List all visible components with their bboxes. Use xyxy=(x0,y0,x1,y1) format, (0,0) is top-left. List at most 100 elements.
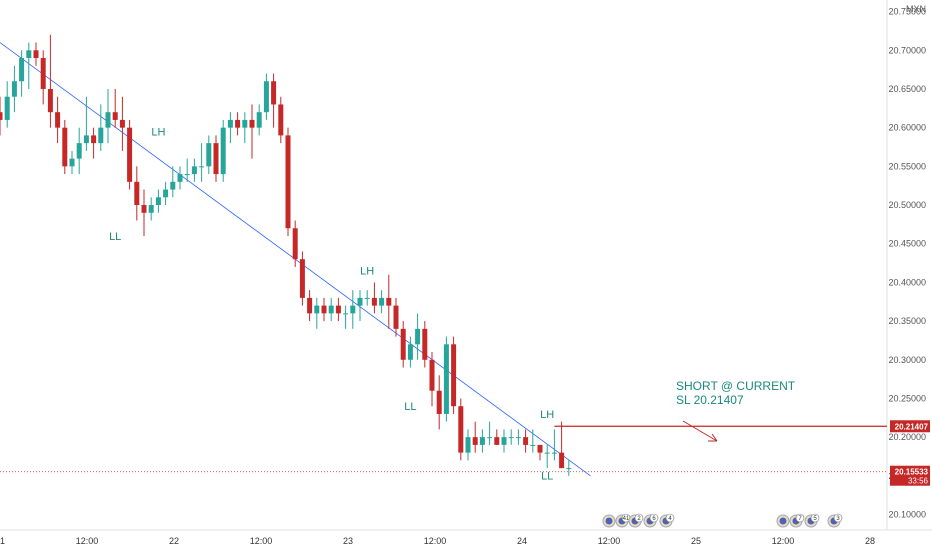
candle-body xyxy=(19,58,25,82)
candle-body xyxy=(451,344,457,407)
candle-body xyxy=(69,158,75,167)
candle-body xyxy=(487,437,493,439)
trade-note-line: SHORT @ CURRENT xyxy=(676,379,796,393)
event-count-text: 7 xyxy=(798,516,802,522)
candle-body xyxy=(523,437,529,445)
current-price-label xyxy=(890,465,930,486)
y-tick-label: 20.75000 xyxy=(888,7,926,17)
stop-price-text: 20.21407 xyxy=(895,422,929,431)
candle-body xyxy=(559,452,565,469)
candle-body xyxy=(551,452,557,454)
candle-body xyxy=(544,452,550,454)
candle-body xyxy=(364,297,370,299)
x-tick-label: 25 xyxy=(691,536,701,546)
event-count-text: 3 xyxy=(836,516,840,522)
candle-body xyxy=(235,119,241,128)
candle-body xyxy=(134,181,140,206)
candle-body xyxy=(415,328,421,345)
candle-body xyxy=(55,112,61,128)
event-count-text: 6 xyxy=(652,516,656,522)
current-price-text: 20.15533 xyxy=(895,468,929,477)
candle-body xyxy=(163,189,169,198)
candle-body xyxy=(170,181,176,190)
event-count-text: 5 xyxy=(813,516,817,522)
x-tick-label: 12:00 xyxy=(424,536,447,546)
candle-body xyxy=(278,104,284,136)
x-tick-label: 21 xyxy=(0,536,5,546)
candle-body xyxy=(155,197,161,206)
candle-body xyxy=(98,127,104,144)
event-count-badge xyxy=(795,513,805,523)
candle-body xyxy=(0,112,3,120)
event-count-badge xyxy=(665,513,675,523)
trade-note-line: SL 20.21407 xyxy=(676,393,744,407)
x-tick-label: 23 xyxy=(343,536,353,546)
candle-body xyxy=(191,166,197,175)
x-tick-label: 12:00 xyxy=(772,536,795,546)
candle-body xyxy=(62,127,68,167)
candle-body xyxy=(299,259,305,298)
y-tick-label: 20.60000 xyxy=(888,123,926,133)
candle-body xyxy=(530,444,536,446)
candle-body xyxy=(501,437,507,445)
event-count-badge xyxy=(833,513,843,523)
candle-body xyxy=(343,313,349,315)
candle-body xyxy=(508,437,514,439)
candle-body xyxy=(566,468,572,470)
candle-body xyxy=(465,437,471,453)
swing-label: LH xyxy=(151,126,165,138)
candle-body xyxy=(350,305,356,314)
candle-body xyxy=(199,166,205,168)
candle-body xyxy=(386,297,392,306)
swing-label: LH xyxy=(360,266,374,278)
candle-body xyxy=(220,127,226,175)
event-count-badge xyxy=(649,513,659,523)
candle-body xyxy=(263,81,269,113)
candle-body xyxy=(11,81,17,97)
candle-body xyxy=(537,444,543,453)
swing-label: LL xyxy=(404,401,416,413)
candle-body xyxy=(357,297,363,306)
event-count-badge xyxy=(810,513,820,523)
candle-body xyxy=(76,143,82,159)
candle-body xyxy=(4,96,10,120)
candle-body xyxy=(379,297,385,306)
candle-body xyxy=(112,112,118,120)
flag-icon xyxy=(779,517,787,525)
candle-body xyxy=(206,143,212,167)
y-tick-label: 20.35000 xyxy=(888,316,926,326)
swing-label: LL xyxy=(109,231,121,243)
x-tick-label: 22 xyxy=(169,536,179,546)
y-tick-label: 20.20000 xyxy=(888,432,926,442)
swing-label: LH xyxy=(540,409,554,421)
candle-body xyxy=(83,135,89,144)
event-count-text: 2 xyxy=(637,516,641,522)
candle-body xyxy=(256,112,262,128)
candle-body xyxy=(371,297,377,306)
candle-body xyxy=(314,305,320,314)
flag-icon xyxy=(605,517,613,525)
candle-body xyxy=(141,205,147,213)
candle-body xyxy=(242,119,248,128)
x-tick-label: 12:00 xyxy=(76,536,99,546)
x-tick-label: 24 xyxy=(517,536,527,546)
x-tick-label: 12:00 xyxy=(598,536,621,546)
candle-body xyxy=(105,112,111,128)
candle-body xyxy=(148,205,154,213)
candle-body xyxy=(472,437,478,445)
event-count-badge xyxy=(634,513,644,523)
y-tick-label: 20.65000 xyxy=(888,84,926,94)
candle-body xyxy=(271,81,277,105)
candle-body xyxy=(127,127,133,182)
event-count-text: 41 xyxy=(623,516,630,522)
arrow-line xyxy=(682,420,718,442)
currency-label: MXN xyxy=(906,4,926,14)
arrow-head xyxy=(708,433,718,442)
candle-body xyxy=(285,135,291,229)
candle-body xyxy=(177,174,183,182)
y-tick-label: 20.30000 xyxy=(888,355,926,365)
candle-body xyxy=(227,119,233,128)
candle-body xyxy=(47,88,53,113)
y-tick-label: 20.55000 xyxy=(888,161,926,171)
